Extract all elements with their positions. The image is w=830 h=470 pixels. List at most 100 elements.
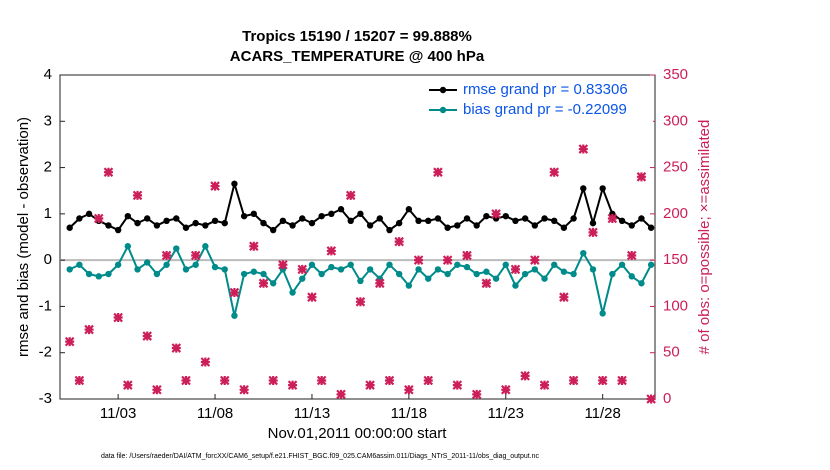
obs-marker [452, 380, 463, 390]
footnote: data file: /Users/raeder/DAI/ATM_forcXX/… [101, 453, 540, 460]
series-point [318, 270, 325, 278]
series-point [144, 259, 151, 266]
obs-marker [636, 172, 647, 182]
legend-point [439, 86, 447, 94]
chart-title: Tropics 15190 / 15207 = 99.888% [242, 28, 472, 45]
series-point [114, 226, 122, 234]
obs-marker [491, 209, 501, 219]
obs-marker [549, 167, 559, 177]
series-point [386, 261, 393, 268]
obs-marker [394, 236, 404, 247]
series-point [395, 270, 403, 278]
obs-marker [258, 278, 269, 289]
series-point [153, 270, 161, 278]
series-point [211, 263, 219, 271]
y-tick-label: 2 [44, 159, 52, 176]
series-point [231, 312, 238, 319]
series-point [192, 261, 199, 268]
obs-marker [588, 227, 598, 238]
series-point [105, 222, 112, 229]
series-point [589, 266, 597, 273]
series-point [221, 219, 228, 227]
obs-marker [171, 343, 182, 353]
series-point [570, 270, 577, 278]
series-point [473, 270, 480, 278]
series-point [599, 310, 606, 317]
series-point [647, 261, 655, 268]
y2-tick-label: 100 [663, 297, 688, 314]
y2-tick-label: 350 [663, 66, 688, 83]
series-point [66, 266, 73, 273]
series-point [395, 219, 403, 227]
series-point [328, 263, 335, 271]
series-point [551, 261, 558, 268]
series-point [211, 217, 219, 224]
series-point [357, 277, 364, 285]
series-point [250, 268, 258, 275]
series-point [638, 215, 645, 222]
y-tick-label: -3 [39, 390, 52, 407]
series-point [628, 273, 635, 280]
series-point [444, 224, 451, 231]
series-point [182, 224, 190, 231]
obs-marker [142, 331, 152, 341]
series-point [589, 219, 597, 227]
series-point [405, 282, 413, 289]
series-point [279, 217, 287, 224]
series-point [425, 217, 432, 224]
y-axis-label: rmse and bias (model - observation) [15, 117, 32, 357]
series-point [202, 222, 209, 229]
series-point [560, 268, 568, 275]
series-point [609, 270, 616, 278]
obs-marker [132, 190, 143, 201]
x-tick-label: 11/13 [294, 405, 330, 422]
obs-marker [74, 375, 85, 386]
series-point [521, 215, 529, 222]
series-point [231, 180, 238, 187]
series-point [308, 219, 316, 227]
x-axis-label: Nov.01,2011 00:00:00 start [268, 425, 448, 442]
series-point [124, 212, 132, 220]
x-tick-label: 11/08 [197, 405, 233, 422]
obs-marker [229, 287, 240, 298]
series-point [308, 261, 316, 268]
series-point [114, 261, 122, 268]
obs-marker [578, 144, 589, 154]
series-point [153, 222, 161, 229]
series-point [599, 185, 606, 192]
series-point [66, 224, 73, 231]
series-point [299, 275, 306, 282]
obs-marker [123, 380, 133, 390]
y2-tick-label: 150 [663, 251, 688, 268]
series-point [551, 217, 558, 224]
obs-marker [404, 384, 414, 395]
series-point [386, 226, 393, 234]
obs-marker [84, 324, 94, 335]
series-point [182, 266, 190, 273]
series-point [560, 224, 568, 231]
obs-marker [375, 278, 385, 289]
series-point [95, 273, 102, 280]
obs-marker [336, 389, 346, 400]
x-tick-label: 11/03 [100, 405, 136, 422]
series-point [260, 219, 267, 227]
series-point [405, 206, 413, 213]
obs-marker [530, 255, 540, 265]
y2-tick-label: 250 [663, 159, 688, 176]
series-point [483, 212, 490, 220]
series-point [618, 261, 626, 268]
series-point [85, 210, 93, 218]
obs-marker [113, 312, 123, 323]
series-point [124, 243, 132, 250]
x-tick-label: 11/23 [488, 405, 524, 422]
series-point [85, 270, 93, 278]
series-point [531, 266, 539, 273]
series-point [202, 243, 209, 250]
series-point [366, 222, 374, 229]
obs-marker [64, 336, 75, 347]
obs-marker [646, 394, 656, 404]
series-point [76, 215, 83, 222]
y-tick-label: 3 [44, 112, 52, 129]
obs-marker [239, 384, 249, 395]
